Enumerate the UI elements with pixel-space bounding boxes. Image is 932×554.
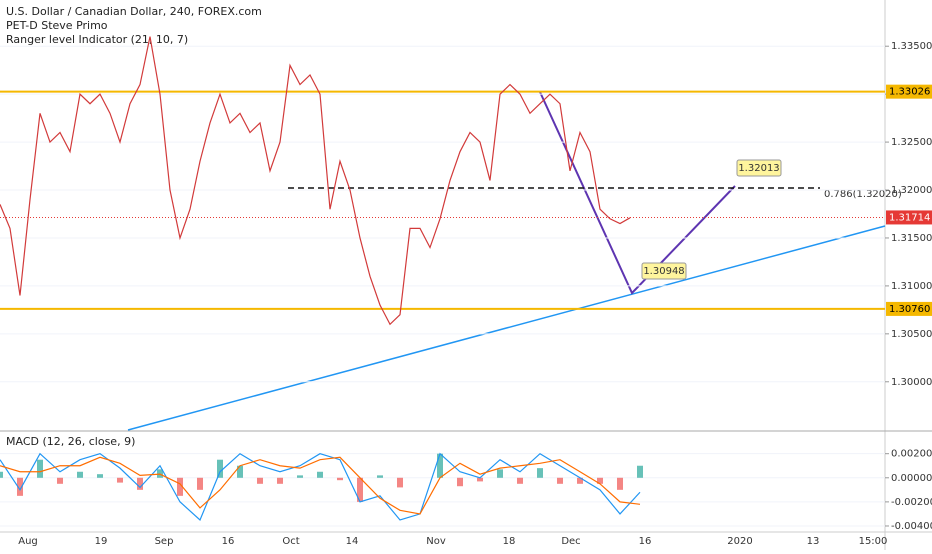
x-tick-label: 14: [346, 536, 359, 547]
x-tick-label: Nov: [426, 536, 446, 547]
series-line: [0, 36, 631, 326]
histogram-bar: [477, 477, 483, 482]
histogram-bar: [197, 477, 203, 490]
x-tick-label: Dec: [561, 536, 580, 547]
histogram-bar: [517, 477, 523, 484]
histogram-bar: [57, 477, 63, 484]
histogram-bar: [277, 477, 283, 484]
x-tick-label: 2020: [727, 536, 752, 547]
histogram-bar: [317, 471, 323, 478]
histogram-bar: [217, 459, 223, 478]
series-line: [0, 452, 641, 521]
y-tick-label: -0.00200: [891, 497, 932, 508]
callout-label: 1.32013: [738, 163, 779, 174]
callout-box: [736, 159, 782, 177]
x-tick-label: Oct: [282, 536, 299, 547]
x-tick-label: 19: [95, 536, 108, 547]
y-tick-label: 0.00200: [891, 449, 932, 460]
histogram-bar: [577, 477, 583, 484]
series-line: [0, 456, 641, 515]
x-tick-label: 16: [222, 536, 235, 547]
x-tick-label: 18: [503, 536, 516, 547]
x-tick-label: Aug: [18, 536, 38, 547]
y-tick-label: 1.32500: [891, 137, 932, 148]
histogram-bar: [497, 469, 503, 478]
callout-label: 1.30948: [643, 266, 684, 277]
x-tick-label: 15:00: [859, 536, 888, 547]
x-tick-label: Sep: [155, 536, 174, 547]
projection-arrow: [539, 91, 736, 295]
histogram-bar: [337, 477, 343, 481]
histogram-bar: [77, 471, 83, 478]
x-tick-label: 16: [639, 536, 652, 547]
macd-title: MACD (12, 26, close, 9): [6, 435, 135, 448]
y-tick-label: 1.31000: [891, 281, 932, 292]
fib-label: 0.786(1.32020): [824, 189, 902, 200]
chart-title: U.S. Dollar / Canadian Dollar, 240, FORE…: [6, 5, 262, 18]
histogram-bar: [597, 477, 603, 484]
price-level-label: 1.30760: [889, 304, 930, 315]
trend-line: [127, 225, 886, 431]
histogram-bar: [177, 477, 183, 496]
y-tick-label: 1.30500: [891, 329, 932, 340]
x-tick-label: 13: [807, 536, 820, 547]
histogram-bar: [17, 477, 23, 496]
price-level-label: 1.31714: [889, 212, 930, 223]
y-tick-label: 1.32000: [891, 185, 932, 196]
histogram-bar: [617, 477, 623, 490]
histogram-bar: [97, 474, 103, 478]
histogram-bar: [397, 477, 403, 488]
histogram-bar: [37, 459, 43, 478]
y-tick-label: -0.00400: [891, 521, 932, 532]
price-level-tag: [886, 301, 932, 316]
histogram-bar: [117, 477, 123, 483]
histogram-bar: [637, 465, 643, 478]
price-level-tag: [886, 84, 932, 99]
histogram-bar: [237, 465, 243, 478]
y-tick-label: 1.30000: [891, 377, 932, 388]
y-tick-label: 0.00000: [891, 473, 932, 484]
price-level-tag: [886, 210, 932, 225]
indicator-label: Ranger level Indicator (21, 10, 7): [6, 33, 188, 46]
histogram-bar: [557, 477, 563, 484]
indicator-label: PET-D Steve Primo: [6, 19, 108, 32]
histogram-bar: [257, 477, 263, 484]
histogram-bar: [137, 477, 143, 490]
histogram-bar: [377, 475, 383, 478]
y-tick-label: 1.33500: [891, 41, 932, 52]
histogram-bar: [457, 477, 463, 487]
price-level-label: 1.33026: [889, 87, 930, 98]
histogram-bar: [157, 469, 163, 478]
y-tick-label: 1.31500: [891, 233, 932, 244]
callout-box: [641, 262, 687, 280]
histogram-bar: [357, 477, 363, 502]
histogram-bar: [297, 475, 303, 478]
histogram-bar: [0, 471, 3, 478]
histogram-bar: [437, 453, 443, 478]
histogram-bar: [537, 468, 543, 478]
